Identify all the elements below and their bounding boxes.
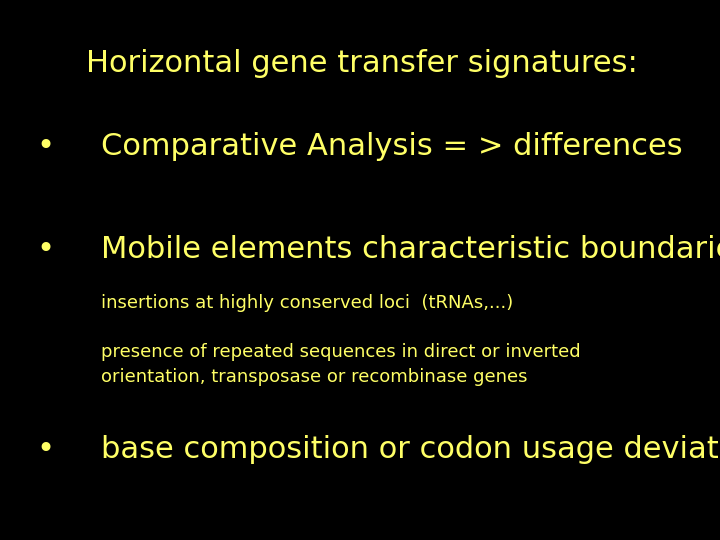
Text: presence of repeated sequences in direct or inverted
orientation, transposase or: presence of repeated sequences in direct… xyxy=(101,343,580,386)
Text: •: • xyxy=(36,235,54,264)
Text: Horizontal gene transfer signatures:: Horizontal gene transfer signatures: xyxy=(86,49,638,78)
Text: Comparative Analysis = > differences: Comparative Analysis = > differences xyxy=(101,132,683,161)
Text: •: • xyxy=(36,435,54,464)
Text: Mobile elements characteristic boundaries:: Mobile elements characteristic boundarie… xyxy=(101,235,720,264)
Text: insertions at highly conserved loci  (tRNAs,...): insertions at highly conserved loci (tRN… xyxy=(101,294,513,312)
Text: base composition or codon usage deviations: base composition or codon usage deviatio… xyxy=(101,435,720,464)
Text: •: • xyxy=(36,132,54,161)
